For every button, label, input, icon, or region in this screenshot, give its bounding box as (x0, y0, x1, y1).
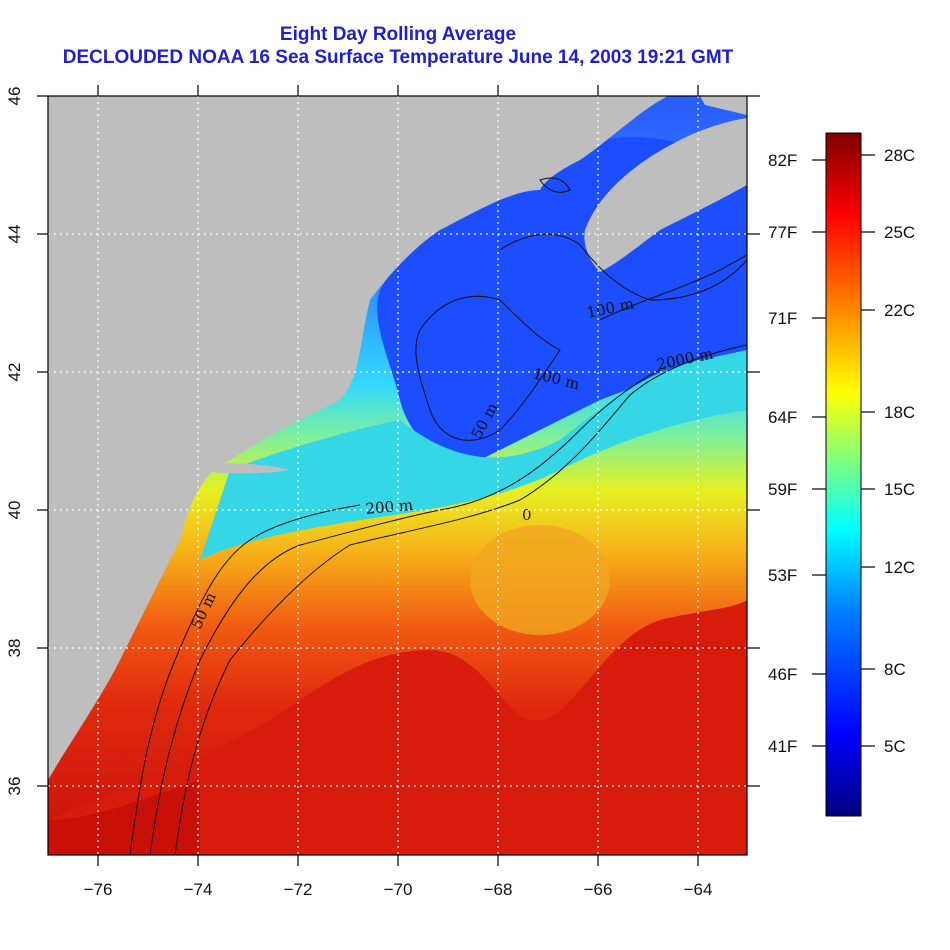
y-tick-label: 46 (5, 87, 24, 106)
map-raster: 100 m 2000 m 100 m 50 m 200 m 50 m 0 (48, 96, 747, 855)
contour-scotian-shelf (599, 254, 747, 321)
contour-50m-south (129, 504, 361, 855)
x-tick-label: −70 (384, 880, 413, 899)
coastal-warm-water (48, 780, 200, 855)
y-tick-label: 36 (5, 777, 24, 796)
colorbar-celsius-label: 28C (884, 146, 915, 165)
x-tick-label: −64 (684, 880, 713, 899)
colorbar-celsius-label: 5C (884, 737, 906, 756)
y-tick-label: 42 (5, 363, 24, 382)
land-mass (48, 96, 668, 780)
y-tick-label: 38 (5, 639, 24, 658)
y-axis-ticks-left (37, 95, 48, 787)
map-subtitle: DECLOUDED NOAA 16 Sea Surface Temperatur… (62, 47, 734, 68)
map-title: Eight Day Rolling Average (279, 24, 517, 45)
colorbar-fahrenheit-label: 64F (768, 408, 797, 427)
x-tick-label: −66 (584, 880, 613, 899)
contour-2000m (174, 344, 747, 855)
contour-label-200m: 200 m (365, 496, 414, 518)
colorbar-fahrenheit-label: 71F (768, 309, 797, 328)
colorbar-celsius-ticks (861, 154, 875, 747)
depth-contours (129, 177, 747, 855)
colorbar-fahrenheit-label: 41F (768, 737, 797, 756)
contour-label-zero: 0 (522, 506, 532, 524)
y-tick-label: 44 (5, 225, 24, 244)
contour-bay-of-fundy (539, 177, 571, 193)
x-tick-label: −76 (84, 880, 113, 899)
colorbar-celsius-label: 12C (884, 558, 915, 577)
y-axis-ticks-right (747, 95, 760, 787)
land-corner (700, 96, 747, 115)
colorbar-fahrenheit-label: 77F (768, 223, 797, 242)
colorbar-celsius-label: 22C (884, 301, 915, 320)
warm-eddy (470, 525, 610, 635)
x-axis-ticks-bottom (97, 855, 699, 866)
x-axis-ticks-top (97, 85, 699, 96)
x-tick-label: −68 (484, 880, 513, 899)
colorbar (825, 132, 862, 817)
colorbar-fahrenheit-ticks (812, 159, 826, 747)
colorbar-fahrenheit-label: 59F (768, 480, 797, 499)
colorbar-celsius-label: 8C (884, 660, 906, 679)
colorbar-celsius-label: 15C (884, 480, 915, 499)
colorbar-fahrenheit-label: 53F (768, 566, 797, 585)
y-tick-label: 40 (5, 501, 24, 520)
x-tick-label: −74 (184, 880, 213, 899)
colorbar-fahrenheit-label: 82F (768, 151, 797, 170)
long-island (188, 463, 290, 474)
contour-200m-south (149, 369, 661, 855)
map-grid (48, 96, 747, 855)
contour-georges-bank (415, 295, 561, 441)
colorbar-celsius-label: 18C (884, 403, 915, 422)
colorbar-celsius-label: 25C (884, 223, 915, 242)
x-tick-label: −72 (284, 880, 313, 899)
colorbar-fahrenheit-label: 46F (768, 665, 797, 684)
contour-gulf-of-maine (499, 233, 747, 301)
